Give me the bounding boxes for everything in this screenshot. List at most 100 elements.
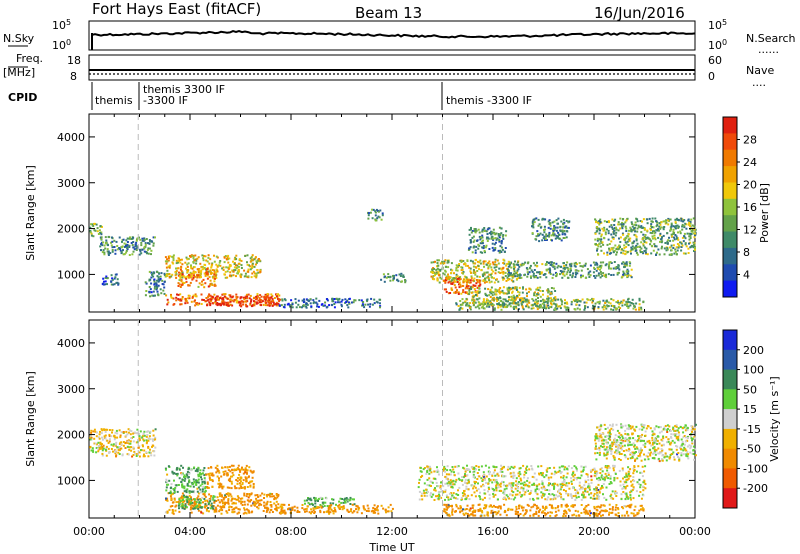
echo-cell: [393, 274, 395, 277]
echo-cell: [138, 455, 141, 458]
echo-cell: [614, 218, 617, 221]
echo-cell: [589, 274, 592, 277]
echo-cell: [251, 480, 254, 483]
echo-cell: [215, 263, 218, 266]
echo-cell: [186, 498, 189, 500]
echo-cell: [633, 247, 636, 250]
echo-cell: [599, 229, 601, 232]
echo-cell: [677, 225, 680, 228]
echo-cell: [395, 274, 398, 277]
echo-cell: [269, 296, 272, 299]
echo-cell: [523, 297, 526, 300]
echo-cell: [199, 504, 202, 507]
echo-cell: [249, 268, 252, 271]
echo-cell: [349, 503, 352, 505]
echo-cell: [185, 498, 188, 501]
echo-cell: [538, 483, 541, 486]
echo-cell: [157, 293, 160, 296]
echo-cell: [630, 252, 632, 255]
echo-cell: [102, 277, 105, 280]
echo-cell: [168, 255, 171, 258]
echo-cell: [100, 233, 103, 236]
echo-cell: [506, 288, 509, 291]
echo-cell: [210, 300, 213, 302]
echo-cell: [107, 447, 110, 450]
echo-cell: [111, 240, 114, 243]
echo-cell: [594, 472, 597, 474]
echo-cell: [219, 297, 221, 300]
echo-cell: [108, 451, 111, 453]
echo-cell: [555, 219, 558, 222]
echo-cell: [223, 273, 226, 276]
echo-cell: [615, 491, 618, 494]
echo-cell: [690, 233, 693, 235]
echo-cell: [468, 289, 471, 292]
echo-cell: [619, 227, 622, 230]
echo-cell: [548, 235, 551, 238]
echo-cell: [224, 494, 227, 497]
echo-cell: [495, 484, 498, 487]
echo-cell: [598, 301, 601, 304]
echo-cell: [537, 233, 539, 236]
echo-cell: [239, 304, 242, 307]
echo-cell: [165, 266, 168, 269]
echo-cell: [397, 280, 400, 283]
echo-cell: [489, 273, 492, 276]
echo-cell: [247, 499, 250, 502]
echo-cell: [660, 221, 663, 224]
echo-cell: [362, 505, 365, 508]
echo-cell: [210, 474, 213, 476]
echo-cell: [178, 477, 181, 480]
echo-cell: [225, 510, 228, 513]
echo-cell: [470, 271, 472, 274]
echo-cell: [517, 268, 520, 271]
echo-cell: [206, 271, 209, 274]
echo-cell: [610, 247, 613, 250]
echo-cell: [643, 240, 646, 243]
echo-cell: [173, 479, 175, 482]
echo-cell: [507, 275, 510, 278]
echo-cell: [505, 279, 508, 282]
echo-cell: [90, 232, 93, 235]
echo-cell: [118, 446, 121, 448]
echo-cell: [192, 485, 195, 488]
echo-cell: [196, 479, 199, 482]
echo-cell: [178, 283, 181, 286]
echo-cell: [625, 219, 628, 222]
echo-cell: [553, 265, 556, 268]
echo-cell: [497, 290, 500, 293]
echo-cell: [565, 308, 568, 311]
echo-cell: [445, 288, 447, 291]
echo-cell: [135, 453, 138, 455]
echo-cell: [653, 234, 656, 237]
echo-cell: [468, 228, 471, 231]
colorbar-tick-label: 20: [743, 179, 757, 192]
echo-cell: [189, 271, 192, 274]
echo-cell: [497, 303, 500, 305]
echo-cell: [321, 303, 324, 306]
echo-cell: [612, 237, 615, 240]
echo-cell: [634, 249, 637, 252]
echo-cell: [485, 299, 488, 302]
echo-cell: [643, 246, 646, 249]
echo-cell: [216, 298, 219, 301]
echo-cell: [213, 280, 216, 283]
echo-cell: [556, 495, 559, 498]
echo-cell: [246, 295, 249, 298]
echo-cell: [630, 246, 633, 249]
echo-cell: [502, 286, 505, 289]
echo-cell: [239, 500, 242, 503]
echo-cell: [642, 243, 645, 246]
echo-cell: [219, 264, 222, 267]
echo-cell: [552, 264, 555, 267]
echo-cell: [230, 274, 233, 277]
echo-cell: [513, 474, 516, 477]
echo-cell: [145, 451, 148, 454]
echo-cell: [455, 276, 458, 279]
echo-cell: [469, 259, 472, 262]
echo-cell: [453, 471, 455, 474]
echo-cell: [194, 258, 197, 261]
echo-cell: [478, 304, 481, 307]
echo-cell: [130, 437, 133, 440]
echo-cell: [305, 306, 308, 309]
